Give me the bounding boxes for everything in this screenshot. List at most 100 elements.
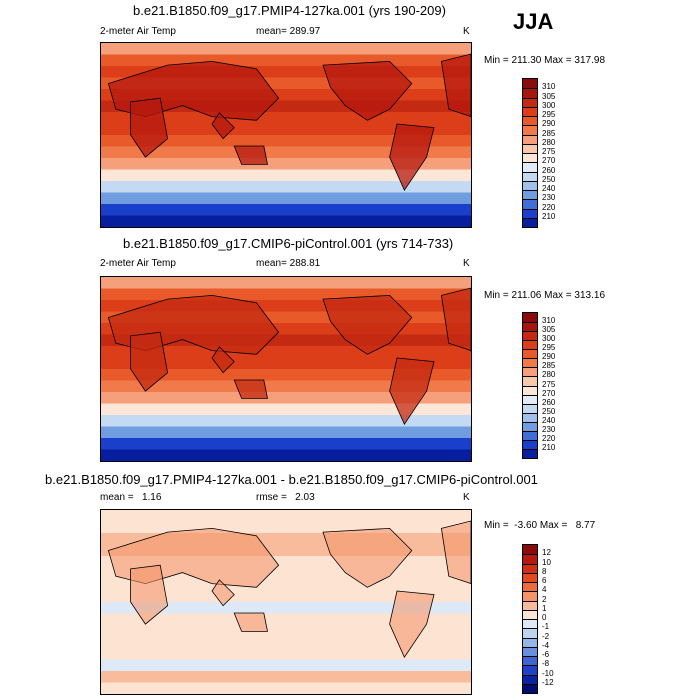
colorbar-cell: [523, 97, 537, 107]
colorbar-tick-label: -8: [542, 659, 550, 669]
colorbar-cell: [523, 412, 537, 422]
panel-2-colorbar: [522, 312, 538, 459]
colorbar-cell: [523, 190, 537, 200]
colorbar-cell: [523, 637, 537, 647]
colorbar-cell: [523, 199, 537, 209]
panel-1-mean-label: mean= 289.97: [256, 26, 321, 37]
colorbar-tick-label: 220: [542, 433, 556, 443]
colorbar-tick-label: -1: [542, 622, 550, 632]
panel-2-map: [100, 276, 472, 462]
panel-2-minmax-label: Min = 211.06 Max = 313.16: [484, 290, 606, 301]
colorbar-tick-label: 2: [542, 594, 547, 604]
colorbar-tick-label: 6: [542, 576, 547, 585]
colorbar-tick-label: 305: [542, 91, 556, 101]
panel-1-colorbar: [522, 78, 538, 228]
panel-2-mean-label: mean= 288.81: [256, 258, 321, 269]
colorbar-tick-label: 250: [542, 174, 556, 184]
colorbar-tick-label: -12: [542, 677, 554, 687]
panel-3-map: [100, 509, 472, 695]
colorbar-tick-label: 310: [542, 316, 556, 326]
colorbar-tick-label: 240: [542, 415, 556, 425]
colorbar-tick-label: 230: [542, 193, 556, 203]
panel-3-colorbar: [522, 544, 538, 694]
panel-3-mean-label: mean = 1.16: [100, 492, 162, 503]
colorbar-cell: [523, 116, 537, 126]
colorbar-cell: [523, 340, 537, 350]
colorbar-tick-label: 280: [542, 370, 556, 380]
colorbar-cell: [523, 563, 537, 573]
colorbar-cell: [523, 394, 537, 404]
colorbar-cell: [523, 106, 537, 116]
colorbar-cell: [523, 376, 537, 386]
colorbar-cell: [523, 421, 537, 431]
colorbar-cell: [523, 403, 537, 413]
colorbar-cell: [523, 609, 537, 619]
colorbar-cell: [523, 683, 537, 693]
colorbar-cell: [523, 358, 537, 368]
colorbar-cell: [523, 313, 537, 323]
colorbar-cell: [523, 331, 537, 341]
colorbar-tick-label: 0: [542, 613, 547, 622]
map-field: [101, 277, 471, 461]
colorbar-tick-label: -2: [542, 631, 550, 641]
panel-1-variable-label: 2-meter Air Temp: [100, 26, 176, 37]
colorbar-cell: [523, 162, 537, 172]
colorbar-tick-label: -4: [542, 640, 550, 650]
panel-1-minmax-label: Min = 211.30 Max = 317.98: [484, 55, 606, 66]
colorbar-cell: [523, 367, 537, 377]
colorbar-cell: [523, 430, 537, 440]
colorbar-tick-label: 295: [542, 343, 556, 353]
colorbar-tick-label: 10: [542, 557, 551, 567]
map-field: [101, 510, 471, 694]
colorbar-cell: [523, 180, 537, 190]
colorbar-cell: [523, 628, 537, 638]
colorbar-tick-label: 1: [542, 603, 547, 613]
panel-3-minmax-label: Min = -3.60 Max = 8.77: [484, 520, 596, 531]
colorbar-cell: [523, 674, 537, 684]
colorbar-tick-label: 270: [542, 156, 556, 166]
colorbar-cell: [523, 572, 537, 582]
colorbar-cell: [523, 439, 537, 449]
panel-3-units-label: K: [463, 492, 470, 503]
colorbar-cell: [523, 208, 537, 218]
panel-1-title: b.e21.B1850.f09_g17.PMIP4-127ka.001 (yrs…: [133, 3, 446, 18]
colorbar-cell: [523, 448, 537, 458]
colorbar-tick-label: 8: [542, 566, 547, 576]
colorbar-cell: [523, 665, 537, 675]
colorbar-tick-label: 305: [542, 325, 556, 335]
colorbar-cell: [523, 322, 537, 332]
colorbar-cell: [523, 153, 537, 163]
panel-1-units-label: K: [463, 26, 470, 37]
colorbar-tick-label: 260: [542, 165, 556, 175]
season-label: JJA: [513, 9, 554, 34]
colorbar-tick-label: 12: [542, 548, 551, 558]
colorbar-cell: [523, 217, 537, 227]
colorbar-cell: [523, 143, 537, 153]
panel-3-title: b.e21.B1850.f09_g17.PMIP4-127ka.001 - b.…: [45, 472, 538, 487]
colorbar-tick-label: 270: [542, 388, 556, 398]
colorbar-cell: [523, 591, 537, 601]
colorbar-tick-label: 4: [542, 585, 547, 595]
colorbar-tick-label: 275: [542, 379, 556, 389]
colorbar-cell: [523, 125, 537, 135]
panel-3-rmse-label: rmse = 2.03: [256, 492, 315, 503]
colorbar-tick-label: 285: [542, 361, 556, 371]
colorbar-cell: [523, 600, 537, 610]
colorbar-tick-label: 275: [542, 147, 556, 156]
colorbar-cell: [523, 171, 537, 181]
colorbar-tick-label: 295: [542, 110, 556, 119]
colorbar-tick-label: 210: [542, 442, 556, 452]
colorbar-tick-label: 285: [542, 128, 556, 138]
colorbar-cell: [523, 619, 537, 629]
colorbar-tick-label: 290: [542, 119, 556, 129]
colorbar-cell: [523, 385, 537, 395]
panel-2-units-label: K: [463, 258, 470, 269]
colorbar-tick-label: 210: [542, 211, 556, 221]
panel-2-title: b.e21.B1850.f09_g17.CMIP6-piControl.001 …: [123, 236, 454, 251]
panel-1-map: [100, 42, 472, 228]
colorbar-tick-label: 280: [542, 137, 556, 147]
colorbar-cell: [523, 582, 537, 592]
colorbar-cell: [523, 79, 537, 89]
panel-2-variable-label: 2-meter Air Temp: [100, 258, 176, 269]
colorbar-tick-label: -6: [542, 650, 550, 659]
